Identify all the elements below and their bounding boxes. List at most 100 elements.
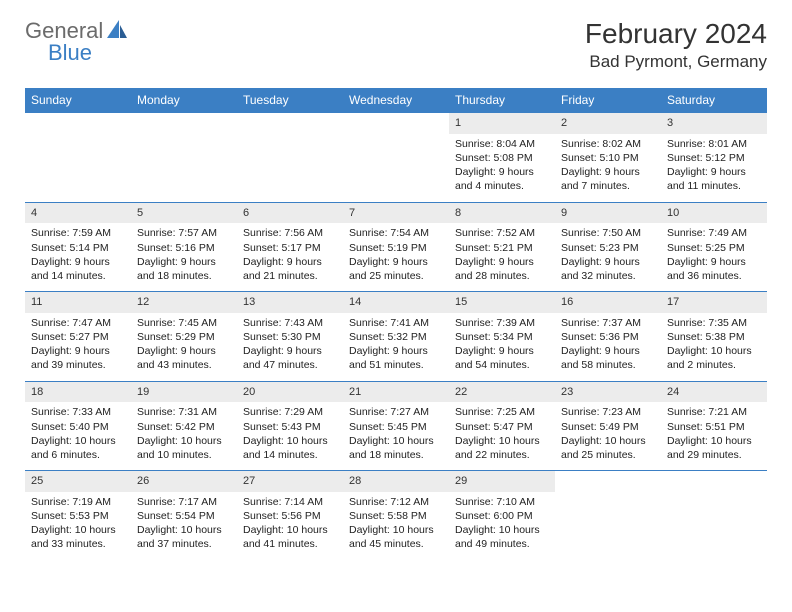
- logo-text-blue: Blue: [48, 40, 92, 65]
- day-number: 13: [237, 292, 343, 313]
- day-line: Daylight: 9 hours: [137, 255, 231, 269]
- day-number: 14: [343, 292, 449, 313]
- day-line: and 58 minutes.: [561, 358, 655, 372]
- day-line: Sunrise: 7:49 AM: [667, 226, 761, 240]
- day-body: Sunrise: 8:04 AMSunset: 5:08 PMDaylight:…: [449, 134, 555, 202]
- day-body: Sunrise: 7:45 AMSunset: 5:29 PMDaylight:…: [131, 313, 237, 381]
- day-body: Sunrise: 7:57 AMSunset: 5:16 PMDaylight:…: [131, 223, 237, 291]
- day-line: Sunrise: 7:12 AM: [349, 495, 443, 509]
- calendar-cell: 26Sunrise: 7:17 AMSunset: 5:54 PMDayligh…: [131, 471, 237, 560]
- day-line: Sunset: 5:29 PM: [137, 330, 231, 344]
- calendar-cell: 9Sunrise: 7:50 AMSunset: 5:23 PMDaylight…: [555, 202, 661, 292]
- day-line: and 37 minutes.: [137, 537, 231, 551]
- day-line: Daylight: 9 hours: [561, 344, 655, 358]
- day-body: Sunrise: 7:39 AMSunset: 5:34 PMDaylight:…: [449, 313, 555, 381]
- day-line: Sunrise: 7:17 AM: [137, 495, 231, 509]
- title-block: February 2024 Bad Pyrmont, Germany: [585, 18, 767, 72]
- calendar-week: 1Sunrise: 8:04 AMSunset: 5:08 PMDaylight…: [25, 113, 767, 203]
- day-line: and 51 minutes.: [349, 358, 443, 372]
- day-line: Daylight: 10 hours: [31, 434, 125, 448]
- day-line: Daylight: 9 hours: [31, 344, 125, 358]
- day-number: 21: [343, 382, 449, 403]
- day-body: Sunrise: 7:49 AMSunset: 5:25 PMDaylight:…: [661, 223, 767, 291]
- day-line: Sunset: 5:10 PM: [561, 151, 655, 165]
- day-number: 7: [343, 203, 449, 224]
- day-line: and 29 minutes.: [667, 448, 761, 462]
- day-line: Daylight: 9 hours: [561, 255, 655, 269]
- day-line: and 25 minutes.: [349, 269, 443, 283]
- calendar-cell: 27Sunrise: 7:14 AMSunset: 5:56 PMDayligh…: [237, 471, 343, 560]
- day-number: 4: [25, 203, 131, 224]
- day-line: and 6 minutes.: [31, 448, 125, 462]
- day-line: Sunset: 5:16 PM: [137, 241, 231, 255]
- day-line: Daylight: 10 hours: [243, 523, 337, 537]
- calendar-cell: 13Sunrise: 7:43 AMSunset: 5:30 PMDayligh…: [237, 292, 343, 382]
- day-line: Daylight: 9 hours: [667, 255, 761, 269]
- calendar-cell: 7Sunrise: 7:54 AMSunset: 5:19 PMDaylight…: [343, 202, 449, 292]
- day-number: 22: [449, 382, 555, 403]
- calendar-cell: 16Sunrise: 7:37 AMSunset: 5:36 PMDayligh…: [555, 292, 661, 382]
- day-line: Sunrise: 7:25 AM: [455, 405, 549, 419]
- day-line: and 10 minutes.: [137, 448, 231, 462]
- calendar-cell: 4Sunrise: 7:59 AMSunset: 5:14 PMDaylight…: [25, 202, 131, 292]
- day-line: Sunrise: 7:57 AM: [137, 226, 231, 240]
- day-header-row: SundayMondayTuesdayWednesdayThursdayFrid…: [25, 88, 767, 113]
- day-line: and 25 minutes.: [561, 448, 655, 462]
- day-line: Sunset: 5:12 PM: [667, 151, 761, 165]
- day-line: Sunset: 6:00 PM: [455, 509, 549, 523]
- day-line: Sunrise: 7:59 AM: [31, 226, 125, 240]
- day-number: 26: [131, 471, 237, 492]
- day-line: Sunrise: 7:27 AM: [349, 405, 443, 419]
- day-line: Sunrise: 7:29 AM: [243, 405, 337, 419]
- calendar-cell: 25Sunrise: 7:19 AMSunset: 5:53 PMDayligh…: [25, 471, 131, 560]
- day-number: 1: [449, 113, 555, 134]
- day-line: Daylight: 9 hours: [243, 344, 337, 358]
- calendar-cell: 14Sunrise: 7:41 AMSunset: 5:32 PMDayligh…: [343, 292, 449, 382]
- day-line: Sunset: 5:21 PM: [455, 241, 549, 255]
- calendar-cell: 6Sunrise: 7:56 AMSunset: 5:17 PMDaylight…: [237, 202, 343, 292]
- day-line: Sunrise: 8:01 AM: [667, 137, 761, 151]
- calendar-week: 11Sunrise: 7:47 AMSunset: 5:27 PMDayligh…: [25, 292, 767, 382]
- day-body: Sunrise: 7:54 AMSunset: 5:19 PMDaylight:…: [343, 223, 449, 291]
- day-line: Daylight: 10 hours: [455, 523, 549, 537]
- day-line: Daylight: 9 hours: [243, 255, 337, 269]
- day-line: Daylight: 9 hours: [455, 255, 549, 269]
- calendar-cell: 18Sunrise: 7:33 AMSunset: 5:40 PMDayligh…: [25, 381, 131, 471]
- day-line: Sunrise: 8:04 AM: [455, 137, 549, 151]
- day-number: 20: [237, 382, 343, 403]
- day-number: 16: [555, 292, 661, 313]
- day-line: Sunset: 5:56 PM: [243, 509, 337, 523]
- day-body: Sunrise: 7:33 AMSunset: 5:40 PMDaylight:…: [25, 402, 131, 470]
- day-line: and 41 minutes.: [243, 537, 337, 551]
- calendar-cell: 12Sunrise: 7:45 AMSunset: 5:29 PMDayligh…: [131, 292, 237, 382]
- day-number: 8: [449, 203, 555, 224]
- day-number: 18: [25, 382, 131, 403]
- calendar-cell: 21Sunrise: 7:27 AMSunset: 5:45 PMDayligh…: [343, 381, 449, 471]
- day-body: Sunrise: 7:23 AMSunset: 5:49 PMDaylight:…: [555, 402, 661, 470]
- calendar-cell: 15Sunrise: 7:39 AMSunset: 5:34 PMDayligh…: [449, 292, 555, 382]
- day-body: Sunrise: 7:52 AMSunset: 5:21 PMDaylight:…: [449, 223, 555, 291]
- day-header: Tuesday: [237, 88, 343, 113]
- calendar-cell: 20Sunrise: 7:29 AMSunset: 5:43 PMDayligh…: [237, 381, 343, 471]
- day-line: Daylight: 9 hours: [137, 344, 231, 358]
- day-number: 3: [661, 113, 767, 134]
- day-body: Sunrise: 7:31 AMSunset: 5:42 PMDaylight:…: [131, 402, 237, 470]
- day-line: Sunset: 5:47 PM: [455, 420, 549, 434]
- day-body: Sunrise: 7:50 AMSunset: 5:23 PMDaylight:…: [555, 223, 661, 291]
- day-line: Sunrise: 7:56 AM: [243, 226, 337, 240]
- day-number: 28: [343, 471, 449, 492]
- calendar-cell: 1Sunrise: 8:04 AMSunset: 5:08 PMDaylight…: [449, 113, 555, 203]
- day-line: and 11 minutes.: [667, 179, 761, 193]
- day-number: 24: [661, 382, 767, 403]
- calendar-cell: [343, 113, 449, 203]
- day-line: Daylight: 9 hours: [561, 165, 655, 179]
- day-body: Sunrise: 7:10 AMSunset: 6:00 PMDaylight:…: [449, 492, 555, 560]
- day-line: and 45 minutes.: [349, 537, 443, 551]
- calendar-table: SundayMondayTuesdayWednesdayThursdayFrid…: [25, 88, 767, 560]
- calendar-cell: [237, 113, 343, 203]
- calendar-cell: [131, 113, 237, 203]
- day-number: 11: [25, 292, 131, 313]
- day-line: Daylight: 9 hours: [667, 165, 761, 179]
- day-line: and 21 minutes.: [243, 269, 337, 283]
- day-line: Daylight: 10 hours: [349, 523, 443, 537]
